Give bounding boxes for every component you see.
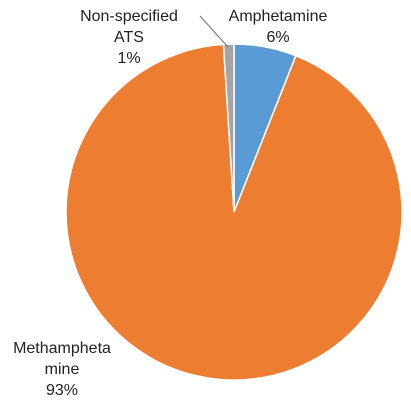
data-label-non-specified-ats: Non-specified ATS 1%	[80, 8, 178, 67]
pie-slice-non-specified-ats	[222, 43, 235, 213]
pie-slice-methamphetamine	[65, 43, 403, 381]
pie-slices	[65, 43, 403, 381]
data-labels: Amphetamine 6% Methampheta mine 93% Non-speci…	[13, 8, 327, 399]
data-label-methamphetamine: Methampheta mine 93%	[13, 340, 111, 399]
leader-lines	[199, 15, 229, 48]
data-label-amphetamine: Amphetamine 6%	[229, 8, 328, 46]
leader-line-non-specified-ats	[199, 15, 229, 48]
